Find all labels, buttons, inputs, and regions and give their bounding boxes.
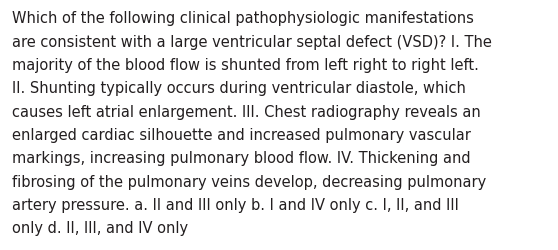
Text: artery pressure. a. II and III only b. I and IV only c. I, II, and III: artery pressure. a. II and III only b. I… — [12, 197, 459, 212]
Text: enlarged cardiac silhouette and increased pulmonary vascular: enlarged cardiac silhouette and increase… — [12, 128, 471, 142]
Text: Which of the following clinical pathophysiologic manifestations: Which of the following clinical pathophy… — [12, 11, 474, 26]
Text: causes left atrial enlargement. III. Chest radiography reveals an: causes left atrial enlargement. III. Che… — [12, 104, 481, 119]
Text: are consistent with a large ventricular septal defect (VSD)? I. The: are consistent with a large ventricular … — [12, 34, 492, 50]
Text: II. Shunting typically occurs during ventricular diastole, which: II. Shunting typically occurs during ven… — [12, 81, 466, 96]
Text: majority of the blood flow is shunted from left right to right left.: majority of the blood flow is shunted fr… — [12, 58, 479, 73]
Text: only d. II, III, and IV only: only d. II, III, and IV only — [12, 220, 189, 236]
Text: fibrosing of the pulmonary veins develop, decreasing pulmonary: fibrosing of the pulmonary veins develop… — [12, 174, 487, 189]
Text: markings, increasing pulmonary blood flow. IV. Thickening and: markings, increasing pulmonary blood flo… — [12, 151, 471, 166]
